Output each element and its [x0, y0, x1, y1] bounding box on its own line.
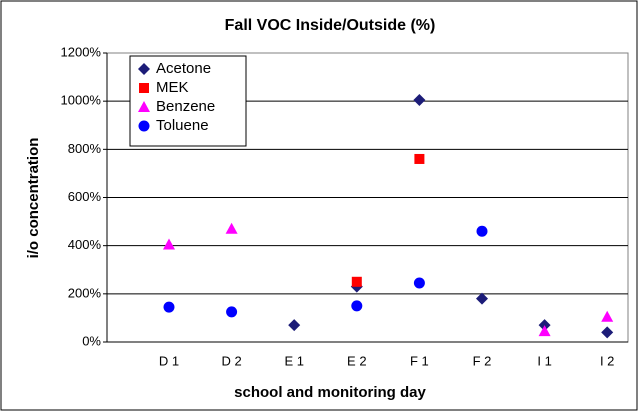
marker-triangle — [163, 238, 175, 250]
y-tick-label: 1000% — [61, 93, 102, 108]
y-axis-title: i/o concentration — [25, 138, 42, 259]
x-tick-label: D 1 — [159, 353, 179, 368]
marker-triangle — [138, 101, 150, 112]
x-tick-label: F 2 — [473, 353, 492, 368]
marker-diamond — [476, 292, 488, 305]
x-tick-label: I 2 — [600, 353, 614, 368]
chart-title: Fall VOC Inside/Outside (%) — [225, 17, 436, 34]
marker-diamond — [288, 319, 301, 332]
marker-triangle — [601, 310, 614, 322]
legend-box — [129, 55, 247, 147]
legend-label: Benzene — [156, 98, 215, 115]
marker-triangle — [225, 222, 238, 234]
legend-label: Toluene — [156, 117, 209, 134]
marker-circle — [476, 225, 488, 237]
marker-diamond — [601, 326, 614, 339]
marker-square — [351, 276, 362, 287]
marker-circle — [413, 277, 425, 289]
y-tick-label: 200% — [68, 285, 102, 300]
x-tick-label: I 1 — [537, 353, 551, 368]
x-tick-label: D 2 — [221, 353, 241, 368]
x-tick-label: E 2 — [347, 353, 367, 368]
marker-circle — [138, 120, 150, 132]
marker-circle — [163, 301, 175, 313]
y-tick-label: 800% — [68, 141, 102, 156]
marker-square — [139, 83, 149, 93]
y-tick-label: 0% — [82, 333, 101, 348]
x-axis-title: school and monitoring day — [234, 384, 426, 401]
y-tick-label: 600% — [68, 189, 102, 204]
marker-triangle — [538, 325, 551, 337]
legend-label: Acetone — [156, 60, 211, 77]
marker-diamond — [413, 93, 426, 106]
x-tick-label: F 1 — [410, 353, 429, 368]
legend-label: MEK — [156, 79, 189, 96]
marker-diamond — [538, 319, 551, 332]
y-tick-label: 1200% — [61, 44, 102, 59]
marker-diamond — [138, 63, 150, 75]
marker-circle — [351, 300, 363, 312]
x-tick-label: E 1 — [284, 353, 304, 368]
marker-circle — [226, 306, 238, 318]
marker-square — [414, 153, 425, 164]
y-tick-label: 400% — [68, 237, 102, 252]
